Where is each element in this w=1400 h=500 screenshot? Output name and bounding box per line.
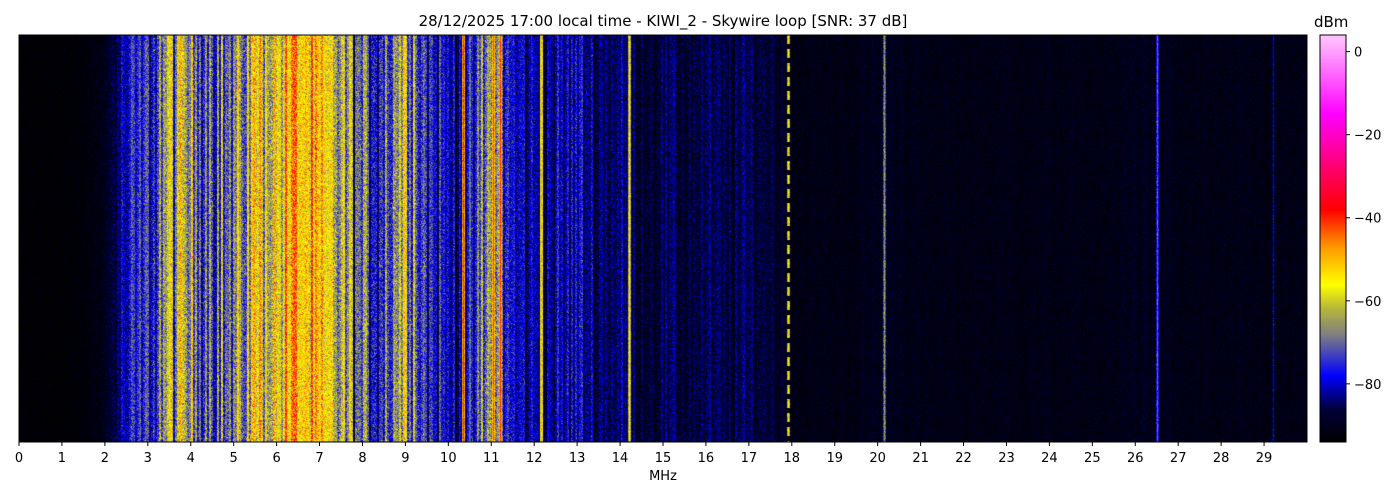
colorbar-frame bbox=[1319, 34, 1347, 443]
x-tick-label: 22 bbox=[955, 451, 972, 466]
x-tick-label: 6 bbox=[272, 451, 280, 466]
x-tick-label: 10 bbox=[440, 451, 457, 466]
x-tick-label: 5 bbox=[230, 451, 238, 466]
x-tick-label: 12 bbox=[526, 451, 543, 466]
x-tick-label: 11 bbox=[483, 451, 500, 466]
x-tick-label: 23 bbox=[998, 451, 1015, 466]
x-tick-label: 28 bbox=[1213, 451, 1230, 466]
x-tick-label: 25 bbox=[1084, 451, 1101, 466]
x-tick-label: 27 bbox=[1170, 451, 1187, 466]
colorbar-tick-label: −80 bbox=[1354, 378, 1381, 393]
colorbar-tick-label: −60 bbox=[1354, 295, 1381, 310]
colorbar-tick-label: −40 bbox=[1354, 212, 1381, 227]
x-tick-label: 19 bbox=[826, 451, 843, 466]
x-axis-label: MHz bbox=[649, 469, 677, 484]
x-tick-label: 7 bbox=[315, 451, 323, 466]
x-tick-label: 20 bbox=[869, 451, 886, 466]
x-tick-label: 18 bbox=[784, 451, 801, 466]
plot-frame bbox=[18, 34, 1308, 443]
x-tick-label: 24 bbox=[1041, 451, 1058, 466]
x-tick-label: 16 bbox=[698, 451, 715, 466]
x-tick-label: 17 bbox=[741, 451, 758, 466]
colorbar-label: dBm bbox=[1314, 13, 1349, 31]
x-tick-label: 13 bbox=[569, 451, 586, 466]
colorbar-tick-label: 0 bbox=[1354, 46, 1362, 61]
waterfall-image bbox=[19, 35, 1307, 442]
x-tick-label: 9 bbox=[401, 451, 409, 466]
x-tick-label: 21 bbox=[912, 451, 929, 466]
colorbar-tick-label: −20 bbox=[1354, 129, 1381, 144]
x-tick-label: 2 bbox=[101, 451, 109, 466]
x-tick-label: 0 bbox=[15, 451, 23, 466]
x-tick-label: 29 bbox=[1256, 451, 1273, 466]
x-tick-label: 3 bbox=[144, 451, 152, 466]
x-tick-label: 26 bbox=[1127, 451, 1144, 466]
x-tick-label: 8 bbox=[358, 451, 366, 466]
colorbar bbox=[1320, 35, 1346, 442]
x-tick-label: 14 bbox=[612, 451, 629, 466]
chart-title: 28/12/2025 17:00 local time - KIWI_2 - S… bbox=[418, 12, 908, 30]
x-tick-label: 15 bbox=[655, 451, 672, 466]
x-tick-label: 4 bbox=[187, 451, 195, 466]
x-tick-label: 1 bbox=[58, 451, 66, 466]
